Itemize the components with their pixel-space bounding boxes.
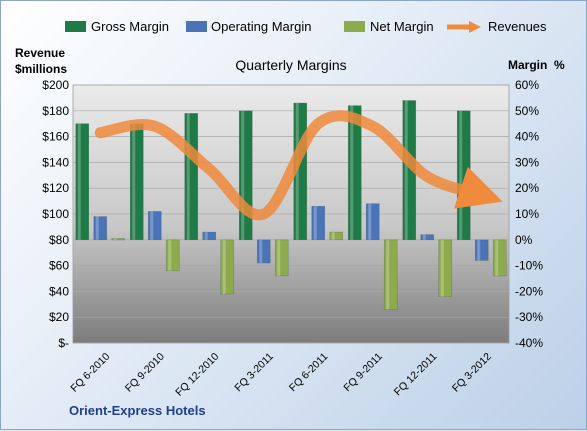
bar-operating	[475, 240, 488, 261]
left-axis-title-line1: Revenue	[15, 46, 65, 60]
right-tick-label: 30%	[515, 155, 539, 169]
legend-swatch-gross	[65, 21, 86, 32]
chart-title: Quarterly Margins	[235, 57, 346, 73]
x-tick-label: FQ 6-2010	[68, 351, 112, 395]
right-tick-label: 10%	[515, 207, 539, 221]
bar-gross	[76, 124, 89, 240]
bar-highlight	[96, 217, 99, 240]
legend-swatch-operating	[186, 21, 207, 32]
right-tick-label: 60%	[515, 78, 539, 92]
bar-highlight	[168, 240, 171, 271]
bar-operating	[312, 206, 325, 240]
bar-highlight	[477, 240, 480, 261]
bar-highlight	[495, 240, 498, 276]
right-axis-title: Margin %	[508, 58, 565, 72]
left-tick-label: $80	[49, 233, 69, 247]
bar-highlight	[223, 240, 226, 294]
x-tick-label: FQ 12-2011	[392, 351, 440, 399]
bar-highlight	[78, 124, 81, 240]
left-tick-label: $60	[49, 259, 69, 273]
left-tick-label: $140	[42, 155, 69, 169]
bar-gross	[185, 113, 198, 239]
bar-net	[112, 239, 125, 241]
bar-operating	[366, 204, 379, 240]
bar-highlight	[132, 124, 135, 240]
x-tick-label: FQ 6-2011	[287, 351, 331, 395]
bar-highlight	[205, 232, 208, 240]
legend-label-net: Net Margin	[370, 19, 434, 34]
bar-highlight	[350, 106, 353, 240]
left-tick-label: $20	[49, 310, 69, 324]
left-axis-title-line2: $millions	[15, 62, 67, 76]
x-tick-label: FQ 9-2011	[341, 351, 385, 395]
bar-net	[275, 240, 288, 276]
right-tick-label: -30%	[515, 310, 543, 324]
bar-highlight	[459, 111, 462, 240]
bar-net	[493, 240, 506, 276]
right-tick-label: 20%	[515, 181, 539, 195]
legend-item-revenues: Revenues	[447, 19, 547, 34]
legend-label-revenues: Revenues	[488, 19, 547, 34]
x-tick-label: FQ 3-2011	[232, 351, 276, 395]
bar-net	[384, 240, 397, 310]
x-tick-label: FQ 12-2010	[173, 351, 221, 399]
bar-highlight	[405, 100, 408, 239]
bar-gross	[239, 111, 252, 240]
bar-highlight	[150, 211, 153, 239]
left-axis-ticks: $- $20 $40 $60 $80 $100 $120 $140 $160 $180 $200	[42, 78, 69, 350]
bar-highlight	[187, 113, 190, 239]
bar-net	[221, 240, 234, 294]
x-tick-label: FQ 3-2012	[450, 351, 494, 395]
right-tick-label: -10%	[515, 259, 543, 273]
left-tick-label: $-	[58, 336, 69, 350]
legend-arrow-icon	[469, 21, 481, 33]
right-tick-label: 0%	[515, 233, 533, 247]
left-tick-label: $160	[42, 130, 69, 144]
bar-highlight	[241, 111, 244, 240]
left-tick-label: $180	[42, 104, 69, 118]
bar-operating	[203, 232, 216, 240]
bar-net	[166, 240, 179, 271]
bar-highlight	[423, 235, 426, 240]
bar-highlight	[441, 240, 444, 297]
right-tick-label: 50%	[515, 104, 539, 118]
bar-highlight	[114, 239, 117, 241]
right-tick-label: -20%	[515, 284, 543, 298]
left-tick-label: $100	[42, 207, 69, 221]
right-axis-ticks: -40% -30% -20% -10% 0% 10% 20% 30% 40% 50% 60%	[515, 78, 543, 350]
bar-highlight	[277, 240, 280, 276]
legend-label-operating: Operating Margin	[211, 19, 311, 34]
legend-item-net-margin: Net Margin	[344, 19, 434, 34]
legend-swatch-net	[344, 21, 365, 32]
bar-operating	[421, 235, 434, 240]
bar-highlight	[259, 240, 262, 263]
legend-item-operating-margin: Operating Margin	[186, 19, 311, 34]
left-tick-label: $200	[42, 78, 69, 92]
bar-highlight	[332, 232, 335, 240]
bar-operating	[94, 217, 107, 240]
bar-operating	[257, 240, 270, 263]
right-tick-label: 40%	[515, 130, 539, 144]
legend: Gross Margin Operating Margin Net Margin…	[65, 19, 547, 34]
bar-gross	[457, 111, 470, 240]
company-name: Orient-Express Hotels	[69, 403, 206, 418]
bar-net	[330, 232, 343, 240]
bar-operating	[148, 211, 161, 239]
bar-highlight	[368, 204, 371, 240]
bar-net	[439, 240, 452, 297]
legend-item-gross-margin: Gross Margin	[65, 19, 169, 34]
left-tick-label: $120	[42, 181, 69, 195]
legend-label-gross: Gross Margin	[91, 19, 169, 34]
right-tick-label: -40%	[515, 336, 543, 350]
bar-highlight	[314, 206, 317, 240]
bar-gross	[130, 124, 143, 240]
x-tick-label: FQ 9-2010	[123, 351, 167, 395]
bar-highlight	[386, 240, 389, 310]
left-tick-label: $40	[49, 284, 69, 298]
